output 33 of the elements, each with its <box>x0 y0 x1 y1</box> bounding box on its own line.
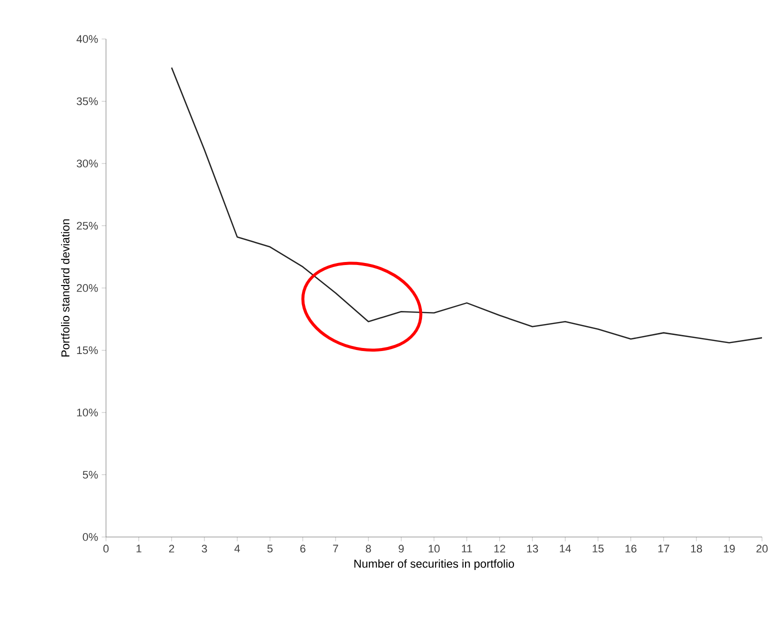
x-tick-label: 20 <box>756 544 768 553</box>
y-tick-label: 15% <box>77 346 98 354</box>
y-tick-label: 20% <box>76 284 98 292</box>
x-tick-label: 7 <box>333 544 338 552</box>
x-tick-label: 6 <box>300 544 306 553</box>
y-tick-label: 0% <box>82 533 98 541</box>
line-series <box>170 66 762 344</box>
x-tick-label: 3 <box>202 544 207 553</box>
x-tick-label: 8 <box>366 544 371 553</box>
y-tick-label: 5% <box>82 470 98 479</box>
y-axis-title: Portfolio standard deviation <box>61 219 70 356</box>
y-tick-label: 30% <box>76 160 98 168</box>
x-tick-label: 14 <box>560 544 571 552</box>
x-tick-label: 9 <box>398 544 404 553</box>
x-tick-label: 12 <box>494 544 506 552</box>
x-tick-label: 10 <box>428 544 440 553</box>
x-tick-label: 5 <box>267 544 273 552</box>
x-tick-label: 2 <box>169 544 174 552</box>
x-tick-label: 13 <box>527 544 538 553</box>
x-tick-label: 0 <box>103 544 109 553</box>
x-tick-label: 19 <box>724 544 735 553</box>
x-tick-label: 16 <box>626 544 636 553</box>
x-tick-label: 1 <box>136 544 142 552</box>
y-tick-label: 10% <box>77 408 98 416</box>
x-tick-label: 15 <box>592 544 604 552</box>
y-tick-label: 40% <box>76 35 98 43</box>
x-tick-label: 4 <box>234 544 240 552</box>
x-tick-label: 17 <box>658 544 670 552</box>
x-tick-label: 18 <box>691 544 702 553</box>
y-tick-label: 35% <box>76 97 98 106</box>
x-axis-title: Number of securities in portfolio <box>354 559 514 570</box>
x-tick-label: 11 <box>462 544 472 552</box>
y-tick-label: 25% <box>76 222 98 230</box>
